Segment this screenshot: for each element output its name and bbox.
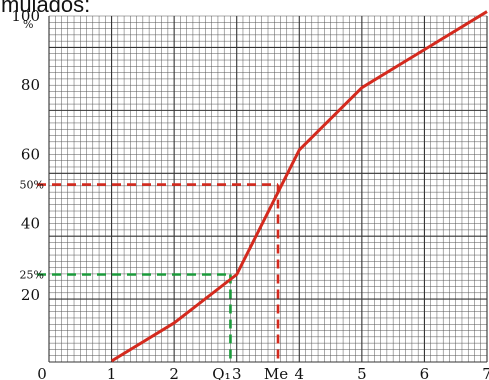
x-marker-label: Me [264,365,288,380]
y-tick-label: 40 [21,215,40,233]
series-layer [110,10,488,363]
x-tick-label: 4 [295,365,305,380]
y-tick-label: 80 [21,76,40,94]
y-tick-labels: 20 40 60 80 100 25% 50% [11,7,44,304]
x-tick-label: 2 [169,365,179,380]
guide-lines [37,183,280,364]
x-tick-label: 1 [107,365,117,380]
grid-fine [49,15,487,362]
series-line [110,10,488,363]
x-tick-label: 5 [357,365,367,380]
y-marker-label: 25% [20,269,44,282]
x-marker-label: Q₁ [212,365,230,380]
y-axis-label: % [23,18,33,31]
y-tick-label: 20 [21,286,40,304]
x-tick-label: 0 [37,365,47,380]
x-tick-label: 3 [232,365,242,380]
y-tick-label: 100 [11,7,40,25]
x-tick-labels: 0 1 2 3 4 5 6 7 Q₁ Me [37,365,489,380]
grid-major [48,16,488,363]
y-marker-label: 50% [20,179,44,192]
y-tick-label: 60 [21,145,40,163]
x-tick-label: 7 [482,365,489,380]
header-text: mulados: [1,0,90,17]
x-tick-label: 6 [420,365,430,380]
